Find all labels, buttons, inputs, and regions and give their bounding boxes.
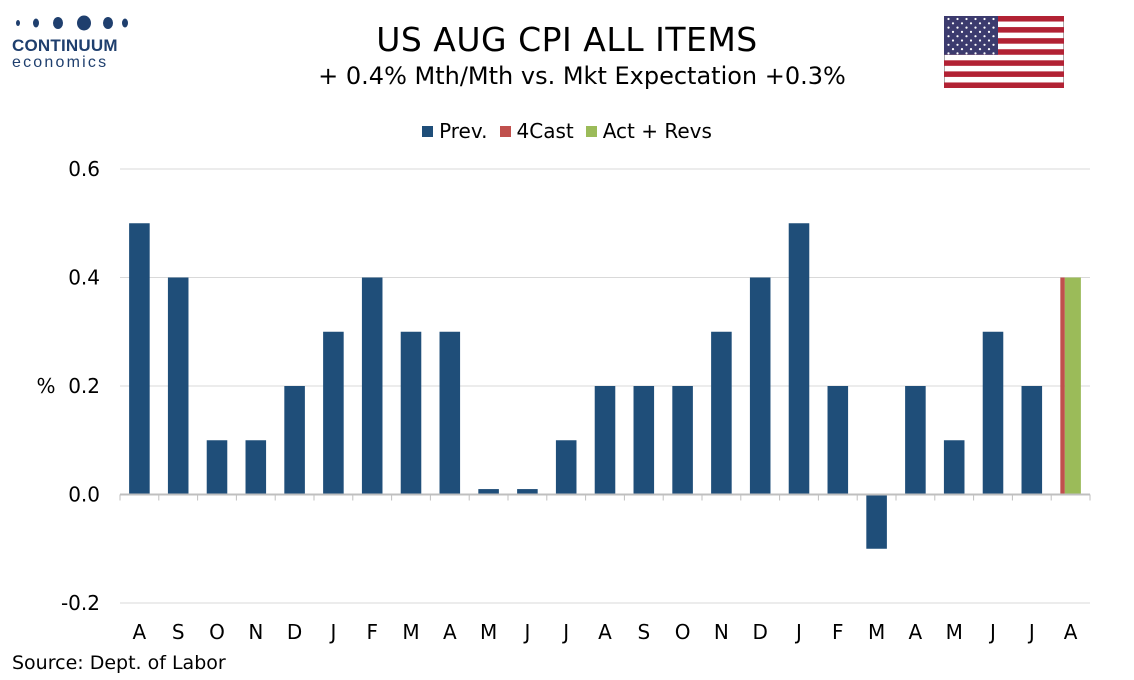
continuum-logo: CONTINUUM economics: [12, 14, 132, 72]
y-tick-label: 0.2: [68, 374, 100, 398]
legend-item: Prev.: [422, 119, 488, 143]
x-tick-label: F: [366, 620, 378, 644]
legend-label: 4Cast: [516, 119, 574, 143]
bar: [905, 386, 926, 495]
x-tick-label: N: [714, 620, 729, 644]
legend-label: Prev.: [439, 119, 488, 143]
source-note: Source: Dept. of Labor: [12, 652, 226, 674]
bar: [555, 440, 577, 495]
bar: [788, 223, 810, 495]
x-tick-label: D: [752, 620, 767, 644]
y-tick-label: -0.2: [61, 591, 100, 615]
x-tick-label: N: [248, 620, 263, 644]
logo-name: CONTINUUM: [12, 36, 118, 55]
bar: [1021, 386, 1043, 495]
bar: [866, 494, 887, 549]
bar: [982, 331, 1004, 495]
legend-item: 4Cast: [499, 119, 574, 143]
y-tick-label: 0.6: [68, 157, 100, 181]
x-tick-label: M: [402, 620, 419, 644]
legend-swatch: [422, 126, 434, 137]
y-axis-label: %: [36, 374, 55, 398]
logo-subtitle: economics: [12, 54, 109, 71]
bar: [749, 277, 771, 495]
x-tick-label: A: [443, 620, 457, 644]
bar: [167, 277, 189, 495]
x-tick-label: A: [133, 620, 147, 644]
x-tick-label: J: [328, 620, 336, 644]
bar: [594, 386, 616, 495]
x-tick-label: J: [988, 620, 996, 644]
x-tick-label: S: [172, 620, 185, 644]
x-tick-label: S: [637, 620, 650, 644]
bar: [206, 440, 228, 495]
bar: [129, 223, 150, 495]
x-tick-label: M: [868, 620, 885, 644]
legend-label: Act + Revs: [602, 119, 712, 143]
x-tick-label: J: [561, 620, 569, 644]
bar: [827, 386, 849, 495]
legend-swatch: [585, 126, 597, 137]
x-tick-label: M: [480, 620, 497, 644]
x-tick-label: O: [675, 620, 691, 644]
x-tick-label: A: [909, 620, 923, 644]
bar: [284, 386, 305, 495]
bar: [943, 440, 965, 495]
bar: [633, 386, 655, 495]
chart-title: US AUG CPI ALL ITEMS: [376, 20, 758, 59]
bar: [245, 440, 267, 495]
x-tick-label: A: [1064, 620, 1078, 644]
x-tick-label: O: [209, 620, 225, 644]
bar: [711, 331, 732, 495]
bar: [323, 331, 344, 495]
chart-subtitle: + 0.4% Mth/Mth vs. Mkt Expectation +0.3%: [318, 62, 846, 90]
bar: [478, 489, 499, 495]
bar: [400, 331, 422, 495]
bar: [1060, 277, 1065, 495]
chart-legend: Prev. 4Cast Act + Revs: [0, 119, 1134, 143]
x-tick-label: M: [946, 620, 963, 644]
bar: [517, 489, 538, 495]
x-tick-label: D: [287, 620, 302, 644]
y-tick-label: 0.0: [68, 483, 100, 507]
x-tick-label: A: [598, 620, 612, 644]
y-tick-label: 0.4: [68, 266, 100, 290]
x-tick-label: J: [1027, 620, 1035, 644]
bar: [361, 277, 383, 495]
bar: [1064, 277, 1081, 495]
legend-item: Act + Revs: [585, 119, 712, 143]
bar: [672, 386, 693, 495]
x-tick-label: J: [794, 620, 802, 644]
x-tick-label: F: [832, 620, 844, 644]
legend-swatch: [499, 126, 511, 137]
bar: [439, 331, 461, 495]
x-tick-label: J: [522, 620, 530, 644]
logo-dots-icon: [12, 14, 132, 32]
